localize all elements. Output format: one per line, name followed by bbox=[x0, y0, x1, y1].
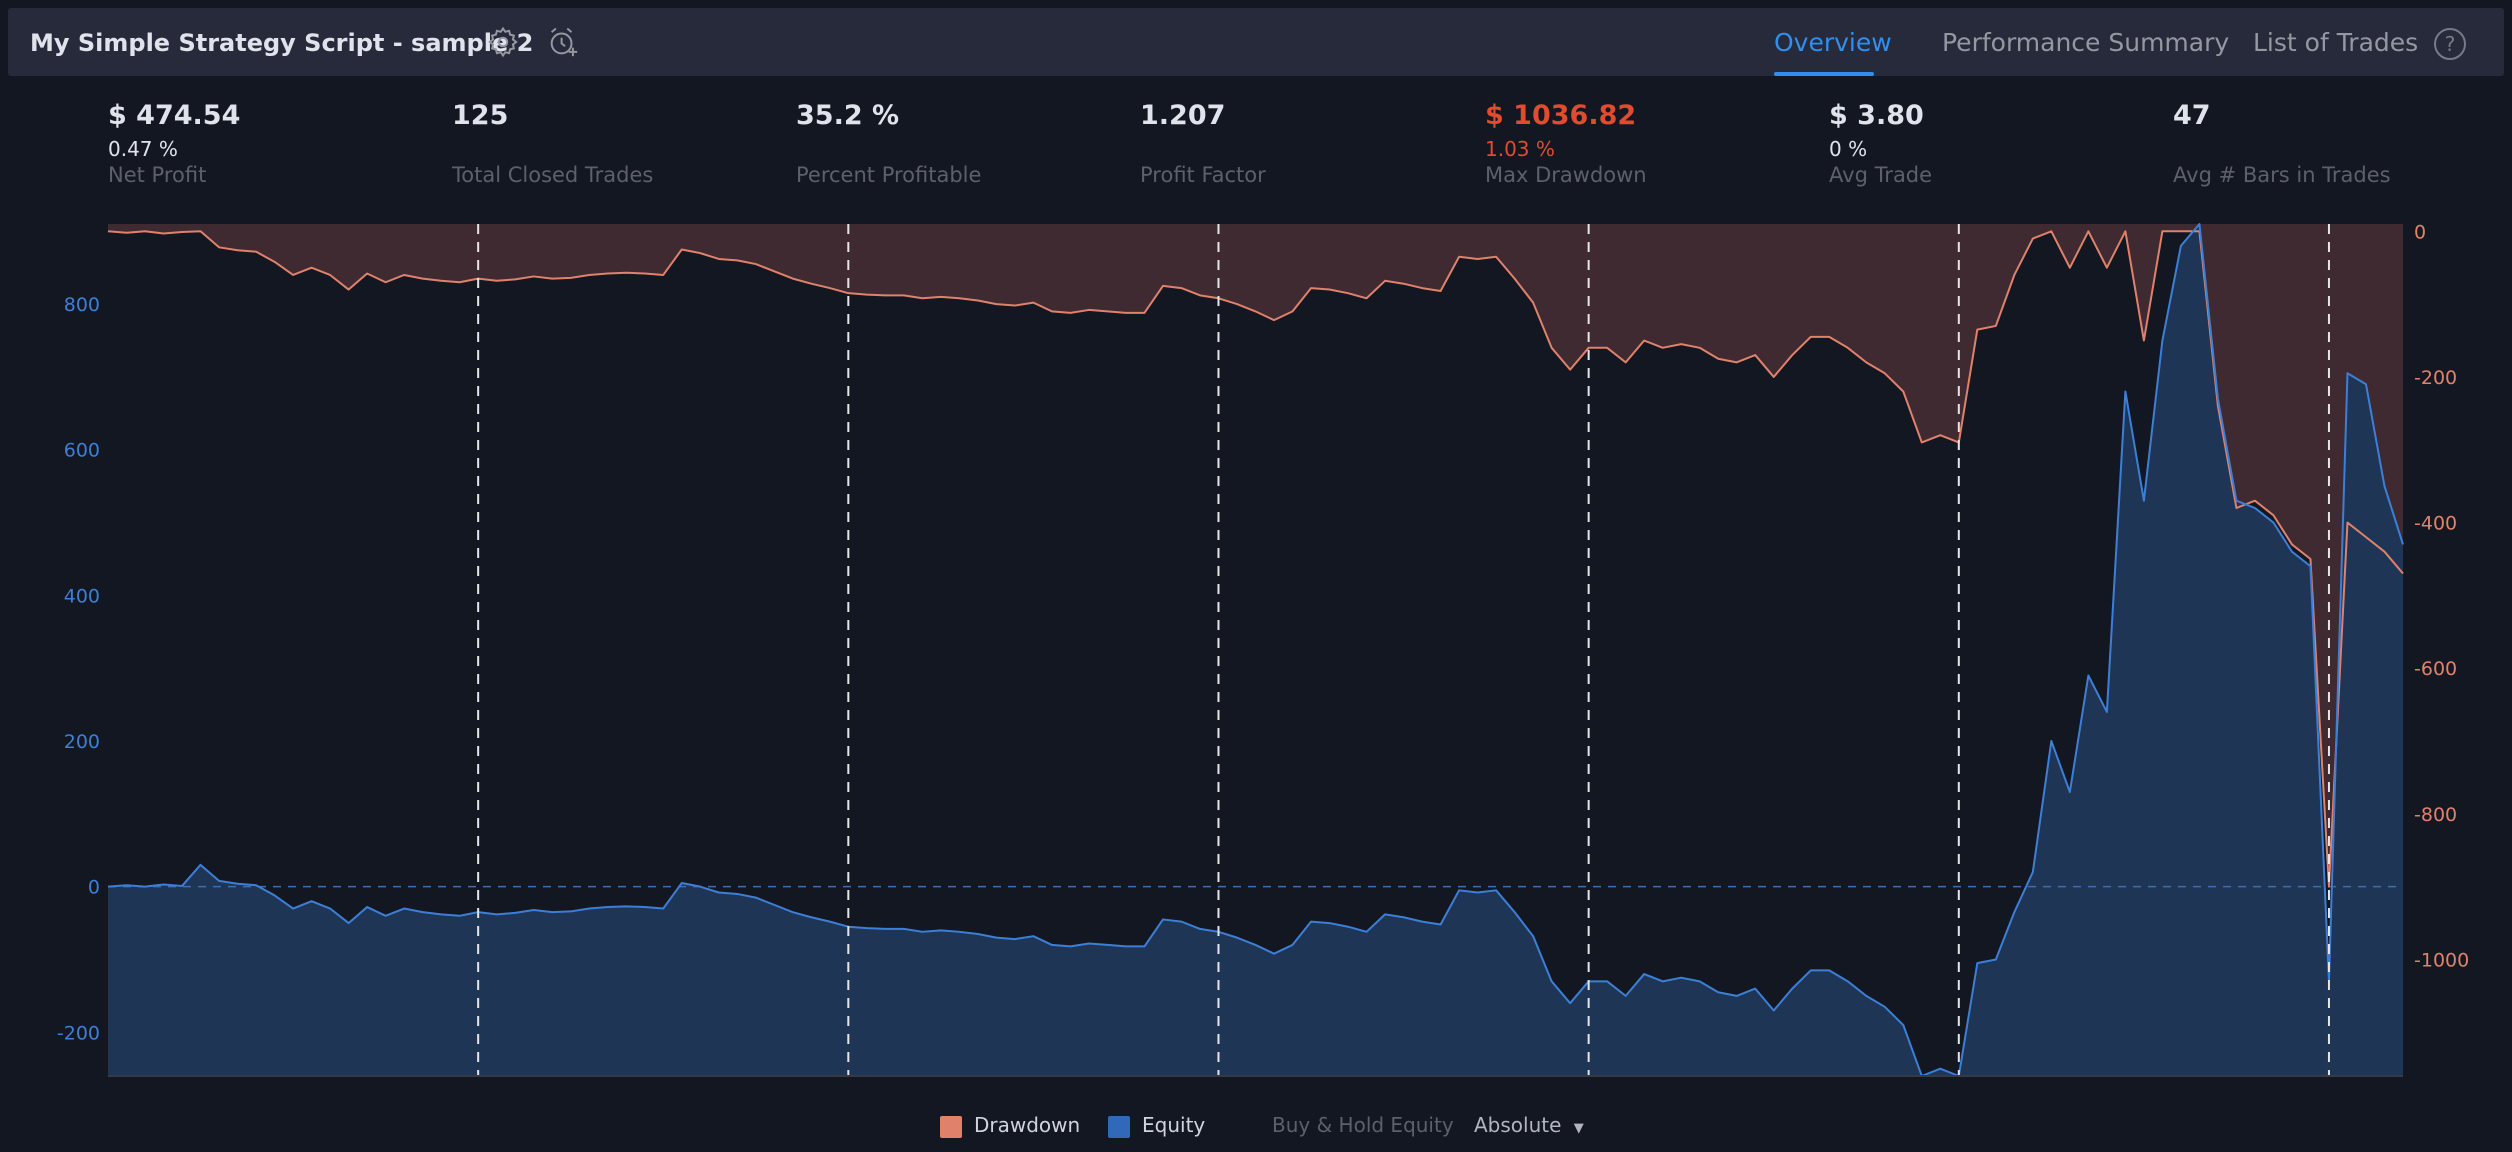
alarm-clock-plus-icon[interactable] bbox=[546, 25, 580, 59]
stat-label: Net Profit bbox=[108, 163, 207, 187]
drawdown-axis-tick-label: 0 bbox=[2414, 221, 2426, 243]
stat-value: $ 474.54 bbox=[108, 100, 241, 131]
stat-value: 1.207 bbox=[1140, 100, 1226, 131]
equity-axis-tick-label: 600 bbox=[64, 440, 100, 462]
tab-overview[interactable]: Overview bbox=[1774, 28, 1892, 57]
stat-percent bbox=[452, 136, 653, 162]
chart-legend: Drawdown Equity Buy & Hold Equity Absolu… bbox=[940, 1113, 1584, 1143]
stat-label: Total Closed Trades bbox=[452, 163, 654, 187]
stat-value: 125 bbox=[452, 100, 509, 131]
legend-equity[interactable]: Equity bbox=[1142, 1113, 1206, 1137]
stat-label: Avg # Bars in Trades bbox=[2173, 163, 2391, 187]
strategy-header: My Simple Strategy Script - sample 2 Ove… bbox=[8, 8, 2504, 76]
stat-label: Profit Factor bbox=[1140, 163, 1266, 187]
equity-axis-tick-label: 400 bbox=[64, 585, 100, 607]
stat-percent bbox=[796, 136, 981, 162]
stat-value: $ 3.80 bbox=[1829, 100, 1924, 131]
drawdown-axis-tick-label: -1000 bbox=[2414, 949, 2469, 971]
legend-buy-hold-equity[interactable]: Buy & Hold Equity bbox=[1272, 1113, 1454, 1137]
stat-total-closed-trades: 125 Total Closed Trades bbox=[452, 100, 653, 188]
x-tick-label: 120 bbox=[2309, 1087, 2349, 1090]
stat-percent: 0.47 % bbox=[108, 137, 178, 161]
stat-percent bbox=[1140, 136, 1266, 162]
stat-avg-trade: $ 3.80 0 % Avg Trade bbox=[1829, 100, 1932, 188]
drawdown-axis-tick-label: -400 bbox=[2414, 513, 2457, 535]
equity-line bbox=[107, 223, 2404, 1077]
drawdown-axis-tick-label: -800 bbox=[2414, 804, 2457, 826]
x-tick-label: 20 bbox=[465, 1087, 492, 1090]
stat-percent: 0 % bbox=[1829, 137, 1868, 161]
tab-performance-summary[interactable]: Performance Summary bbox=[1942, 28, 2230, 57]
stat-percent bbox=[2173, 136, 2391, 162]
drawdown-swatch bbox=[940, 1116, 962, 1138]
stat-percent: 1.03 % bbox=[1485, 137, 1555, 161]
help-icon[interactable]: ? bbox=[2434, 28, 2466, 60]
x-tick-label: 80 bbox=[1575, 1087, 1602, 1090]
stat-max-drawdown: $ 1036.82 1.03 % Max Drawdown bbox=[1485, 100, 1647, 188]
legend-drawdown[interactable]: Drawdown bbox=[974, 1113, 1081, 1137]
legend-mode-label: Absolute bbox=[1474, 1113, 1562, 1137]
stat-value: 35.2 % bbox=[796, 100, 900, 131]
stat-label: Max Drawdown bbox=[1485, 163, 1647, 187]
stat-label: Avg Trade bbox=[1829, 163, 1933, 187]
strategy-title: My Simple Strategy Script - sample 2 bbox=[30, 29, 534, 57]
equity-axis-tick-label: 800 bbox=[64, 294, 100, 316]
equity-swatch bbox=[1108, 1116, 1130, 1138]
active-tab-indicator bbox=[1774, 72, 1874, 76]
gear-icon[interactable] bbox=[486, 25, 520, 59]
equity-drawdown-chart[interactable]: 20 40 60 80 100 120 800 600 400 200 0 -200 0 -200 -400… bbox=[0, 210, 2512, 1090]
tab-list-of-trades[interactable]: List of Trades bbox=[2253, 28, 2419, 57]
drawdown-axis-tick-label: -200 bbox=[2414, 367, 2457, 389]
stat-label: Percent Profitable bbox=[796, 163, 982, 187]
legend-mode-dropdown[interactable]: Absolute ▼ bbox=[1474, 1113, 1584, 1137]
stat-percent-profitable: 35.2 % Percent Profitable bbox=[796, 100, 981, 188]
stat-net-profit: $ 474.54 0.47 % Net Profit bbox=[108, 100, 240, 188]
chevron-down-icon: ▼ bbox=[1573, 1121, 1584, 1136]
x-tick-label: 60 bbox=[1205, 1087, 1232, 1090]
equity-axis-tick-label: 0 bbox=[88, 877, 100, 899]
drawdown-line bbox=[107, 230, 2404, 888]
equity-area bbox=[108, 224, 2403, 1076]
stat-avg-bars-in-trades: 47 Avg # Bars in Trades bbox=[2173, 100, 2391, 188]
x-tick-label: 100 bbox=[1939, 1087, 1979, 1090]
drawdown-axis-tick-label: -600 bbox=[2414, 658, 2457, 680]
stat-value: $ 1036.82 bbox=[1485, 100, 1637, 131]
stat-profit-factor: 1.207 Profit Factor bbox=[1140, 100, 1266, 188]
equity-axis-tick-label: 200 bbox=[64, 731, 100, 753]
equity-axis-tick-label: -200 bbox=[57, 1022, 100, 1044]
stat-value: 47 bbox=[2173, 100, 2211, 131]
x-tick-label: 40 bbox=[835, 1087, 862, 1090]
